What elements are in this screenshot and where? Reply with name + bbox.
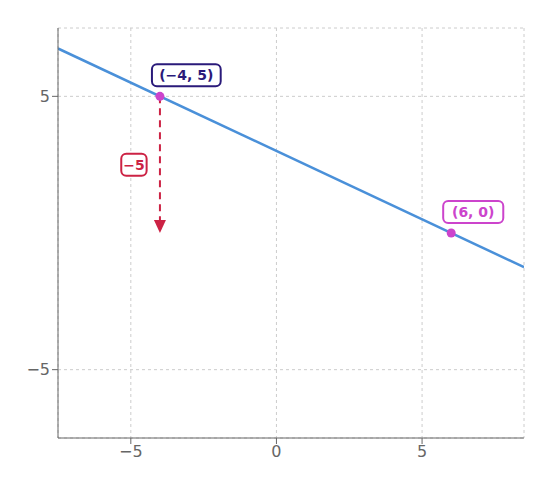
- svg-text:5: 5: [40, 87, 50, 106]
- svg-text:−5: −5: [123, 157, 144, 173]
- svg-text:−5: −5: [26, 360, 50, 379]
- svg-text:(6, 0): (6, 0): [452, 204, 494, 220]
- svg-text:(−4, 5): (−4, 5): [159, 67, 213, 83]
- svg-text:5: 5: [417, 442, 427, 461]
- svg-text:0: 0: [271, 442, 281, 461]
- svg-text:−5: −5: [119, 442, 143, 461]
